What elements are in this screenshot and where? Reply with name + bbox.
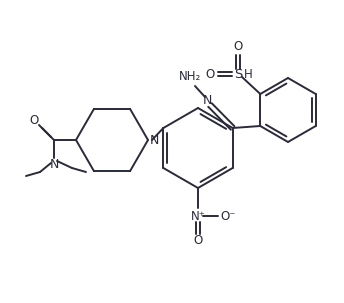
Text: O: O xyxy=(29,114,39,126)
Text: H: H xyxy=(244,68,252,82)
Text: O: O xyxy=(205,68,215,81)
Text: O⁻: O⁻ xyxy=(220,209,236,222)
Text: S: S xyxy=(234,68,242,82)
Text: N⁺: N⁺ xyxy=(191,209,205,222)
Text: NH₂: NH₂ xyxy=(179,71,201,84)
Text: O: O xyxy=(193,235,203,248)
Text: O: O xyxy=(233,41,243,54)
Text: N: N xyxy=(49,158,59,171)
Text: N: N xyxy=(202,94,212,106)
Text: N: N xyxy=(149,134,159,146)
